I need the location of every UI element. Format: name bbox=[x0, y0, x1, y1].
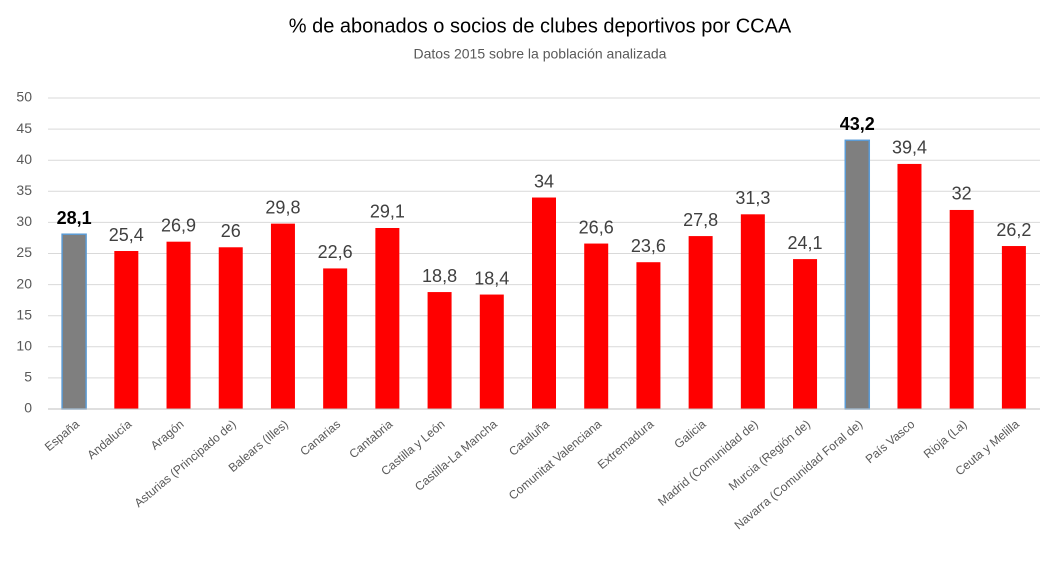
x-tick-label: Extremadura bbox=[595, 417, 657, 472]
x-tick-label: Rioja (La) bbox=[921, 417, 970, 461]
x-tick-label: Asturias (Principado de) bbox=[132, 417, 239, 510]
bar bbox=[375, 227, 400, 409]
x-tick-label: España bbox=[42, 417, 82, 454]
y-tick-label: 0 bbox=[24, 400, 32, 416]
bar bbox=[114, 251, 139, 409]
bar bbox=[688, 236, 713, 409]
bar bbox=[584, 243, 609, 409]
y-tick-label: 25 bbox=[16, 244, 32, 260]
value-label: 26,9 bbox=[161, 215, 196, 235]
value-label: 23,6 bbox=[631, 236, 666, 256]
value-label: 24,1 bbox=[788, 233, 823, 253]
bar bbox=[636, 262, 661, 409]
value-label: 25,4 bbox=[109, 225, 144, 245]
value-label: 31,3 bbox=[735, 188, 770, 208]
value-label: 39,4 bbox=[892, 138, 927, 158]
value-label: 29,8 bbox=[265, 197, 300, 217]
bar bbox=[532, 197, 556, 409]
value-label: 34 bbox=[534, 171, 554, 191]
value-label: 29,1 bbox=[370, 202, 405, 222]
chart-subtitle: Datos 2015 sobre la población analizada bbox=[414, 46, 667, 62]
bar bbox=[793, 259, 818, 409]
value-label: 18,8 bbox=[422, 266, 457, 286]
value-label: 18,4 bbox=[474, 268, 509, 288]
y-tick-label: 15 bbox=[16, 306, 32, 322]
bar bbox=[1001, 246, 1026, 409]
bar bbox=[218, 247, 243, 409]
bar bbox=[166, 241, 191, 409]
bar bbox=[323, 268, 348, 409]
value-label: 28,1 bbox=[57, 208, 92, 228]
bar bbox=[270, 223, 295, 409]
bar bbox=[479, 294, 504, 409]
value-label: 26,2 bbox=[996, 220, 1031, 240]
x-tick-label: Canarias bbox=[297, 417, 343, 459]
value-label: 43,2 bbox=[840, 114, 875, 134]
bar bbox=[844, 139, 871, 410]
value-label: 26,6 bbox=[579, 217, 614, 237]
x-tick-label: Andalucía bbox=[84, 417, 134, 462]
x-tick-label: Cataluña bbox=[506, 417, 552, 459]
y-tick-label: 5 bbox=[24, 369, 32, 385]
value-label: 27,8 bbox=[683, 210, 718, 230]
x-tick-label: Comunitat Valenciana bbox=[506, 417, 605, 503]
x-tick-label: País Vasco bbox=[863, 417, 918, 466]
y-tick-label: 20 bbox=[16, 275, 32, 291]
bar bbox=[740, 214, 765, 409]
value-label: 26 bbox=[221, 221, 241, 241]
y-tick-label: 45 bbox=[16, 120, 32, 136]
value-label: 22,6 bbox=[318, 242, 353, 262]
y-tick-label: 50 bbox=[16, 89, 32, 105]
x-tick-label: Madrid (Comunidad de) bbox=[655, 417, 761, 509]
bar bbox=[61, 233, 87, 410]
y-tick-label: 30 bbox=[16, 213, 32, 229]
chart-title: % de abonados o socios de clubes deporti… bbox=[289, 15, 792, 37]
y-tick-label: 40 bbox=[16, 151, 32, 167]
x-tick-label: Aragón bbox=[148, 417, 187, 453]
x-tick-label: Galicia bbox=[671, 417, 708, 452]
bar bbox=[897, 163, 922, 409]
x-tick-label: Cantabria bbox=[346, 417, 395, 461]
value-label: 32 bbox=[952, 184, 972, 204]
bar bbox=[949, 209, 974, 409]
bar bbox=[427, 292, 452, 409]
y-tick-label: 10 bbox=[16, 338, 32, 354]
y-tick-label: 35 bbox=[16, 182, 32, 198]
